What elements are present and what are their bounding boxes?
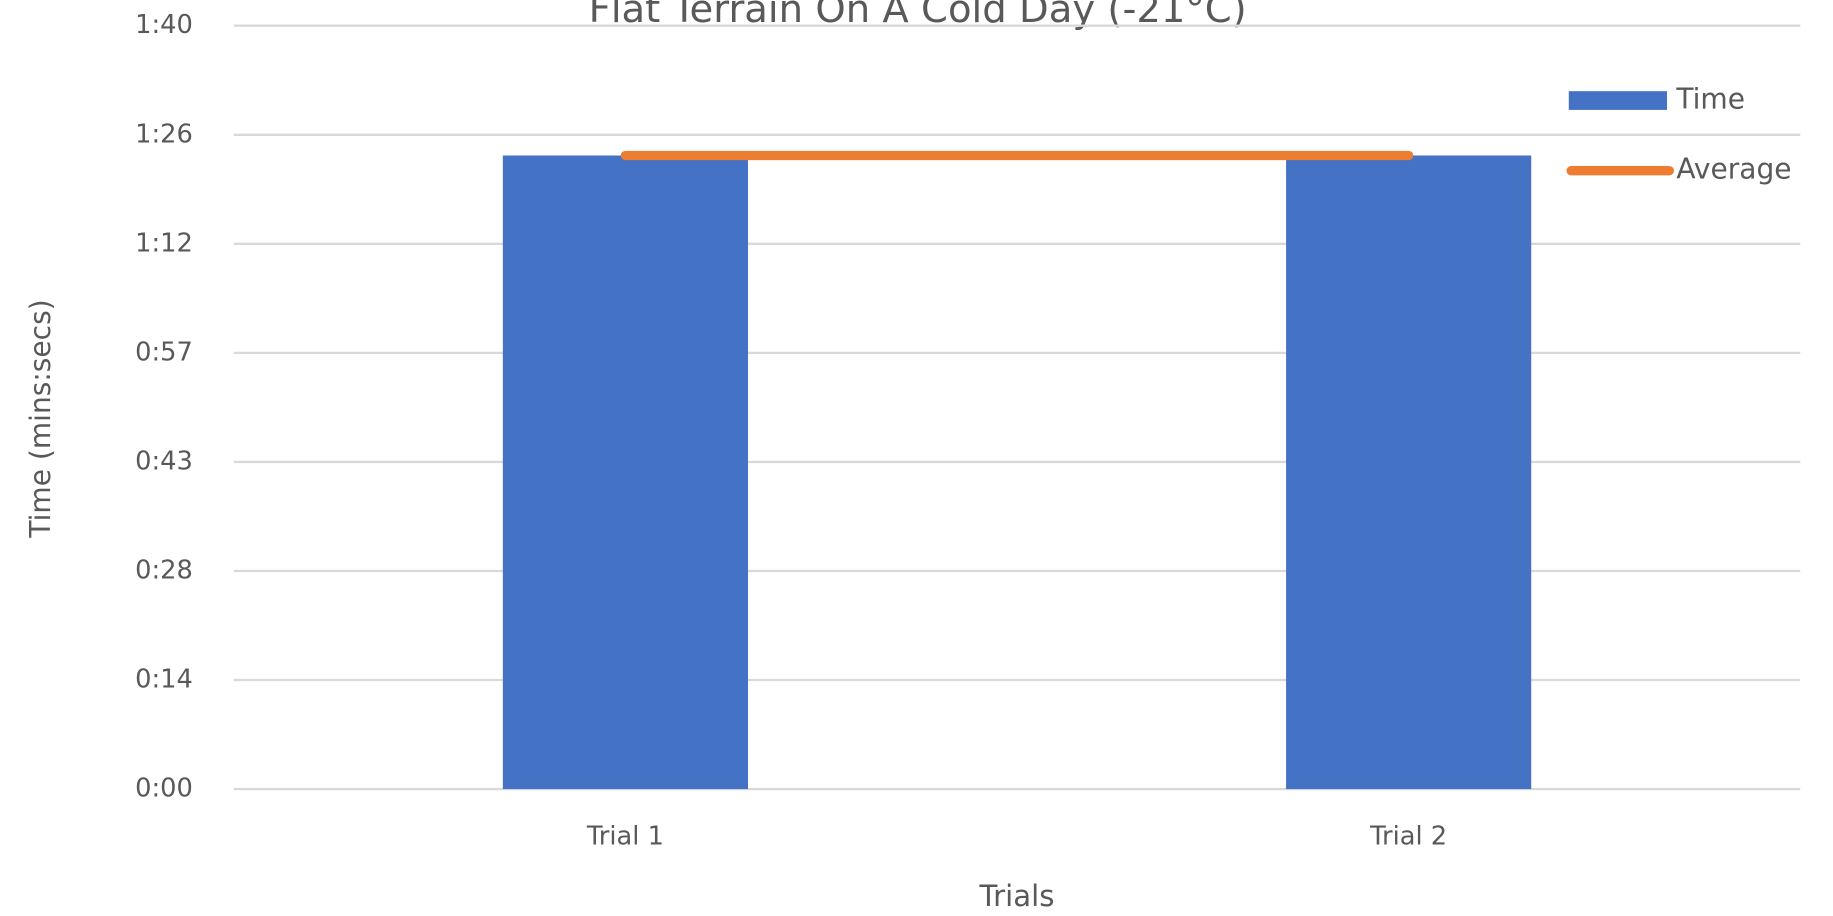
y-tick-label: 0:00 xyxy=(135,774,193,804)
x-tick-label: Trial 1 xyxy=(586,822,664,852)
x-tick-label: Trial 2 xyxy=(1369,822,1447,852)
y-tick-label: 1:26 xyxy=(135,119,193,149)
y-tick-label: 1:12 xyxy=(135,228,193,258)
y-tick-label: 0:28 xyxy=(135,555,193,585)
y-axis-label: Time (mins:secs) xyxy=(24,299,57,538)
legend-label: Time xyxy=(1675,83,1745,116)
y-tick-label: 0:14 xyxy=(135,664,193,694)
plot-root: Flat Terrain On A Cold Day (-21°C) Trial… xyxy=(24,0,1801,913)
bar xyxy=(1286,155,1532,790)
bar xyxy=(502,155,748,790)
x-axis-label: Trials xyxy=(979,879,1055,913)
legend-label: Average xyxy=(1676,153,1791,186)
legend-swatch xyxy=(1568,91,1667,110)
y-tick-label: 0:43 xyxy=(135,446,193,476)
y-tick-label: 0:57 xyxy=(135,337,193,367)
y-tick-label: 1:40 xyxy=(135,10,193,40)
chart-title: Flat Terrain On A Cold Day (-21°C) xyxy=(589,0,1247,32)
